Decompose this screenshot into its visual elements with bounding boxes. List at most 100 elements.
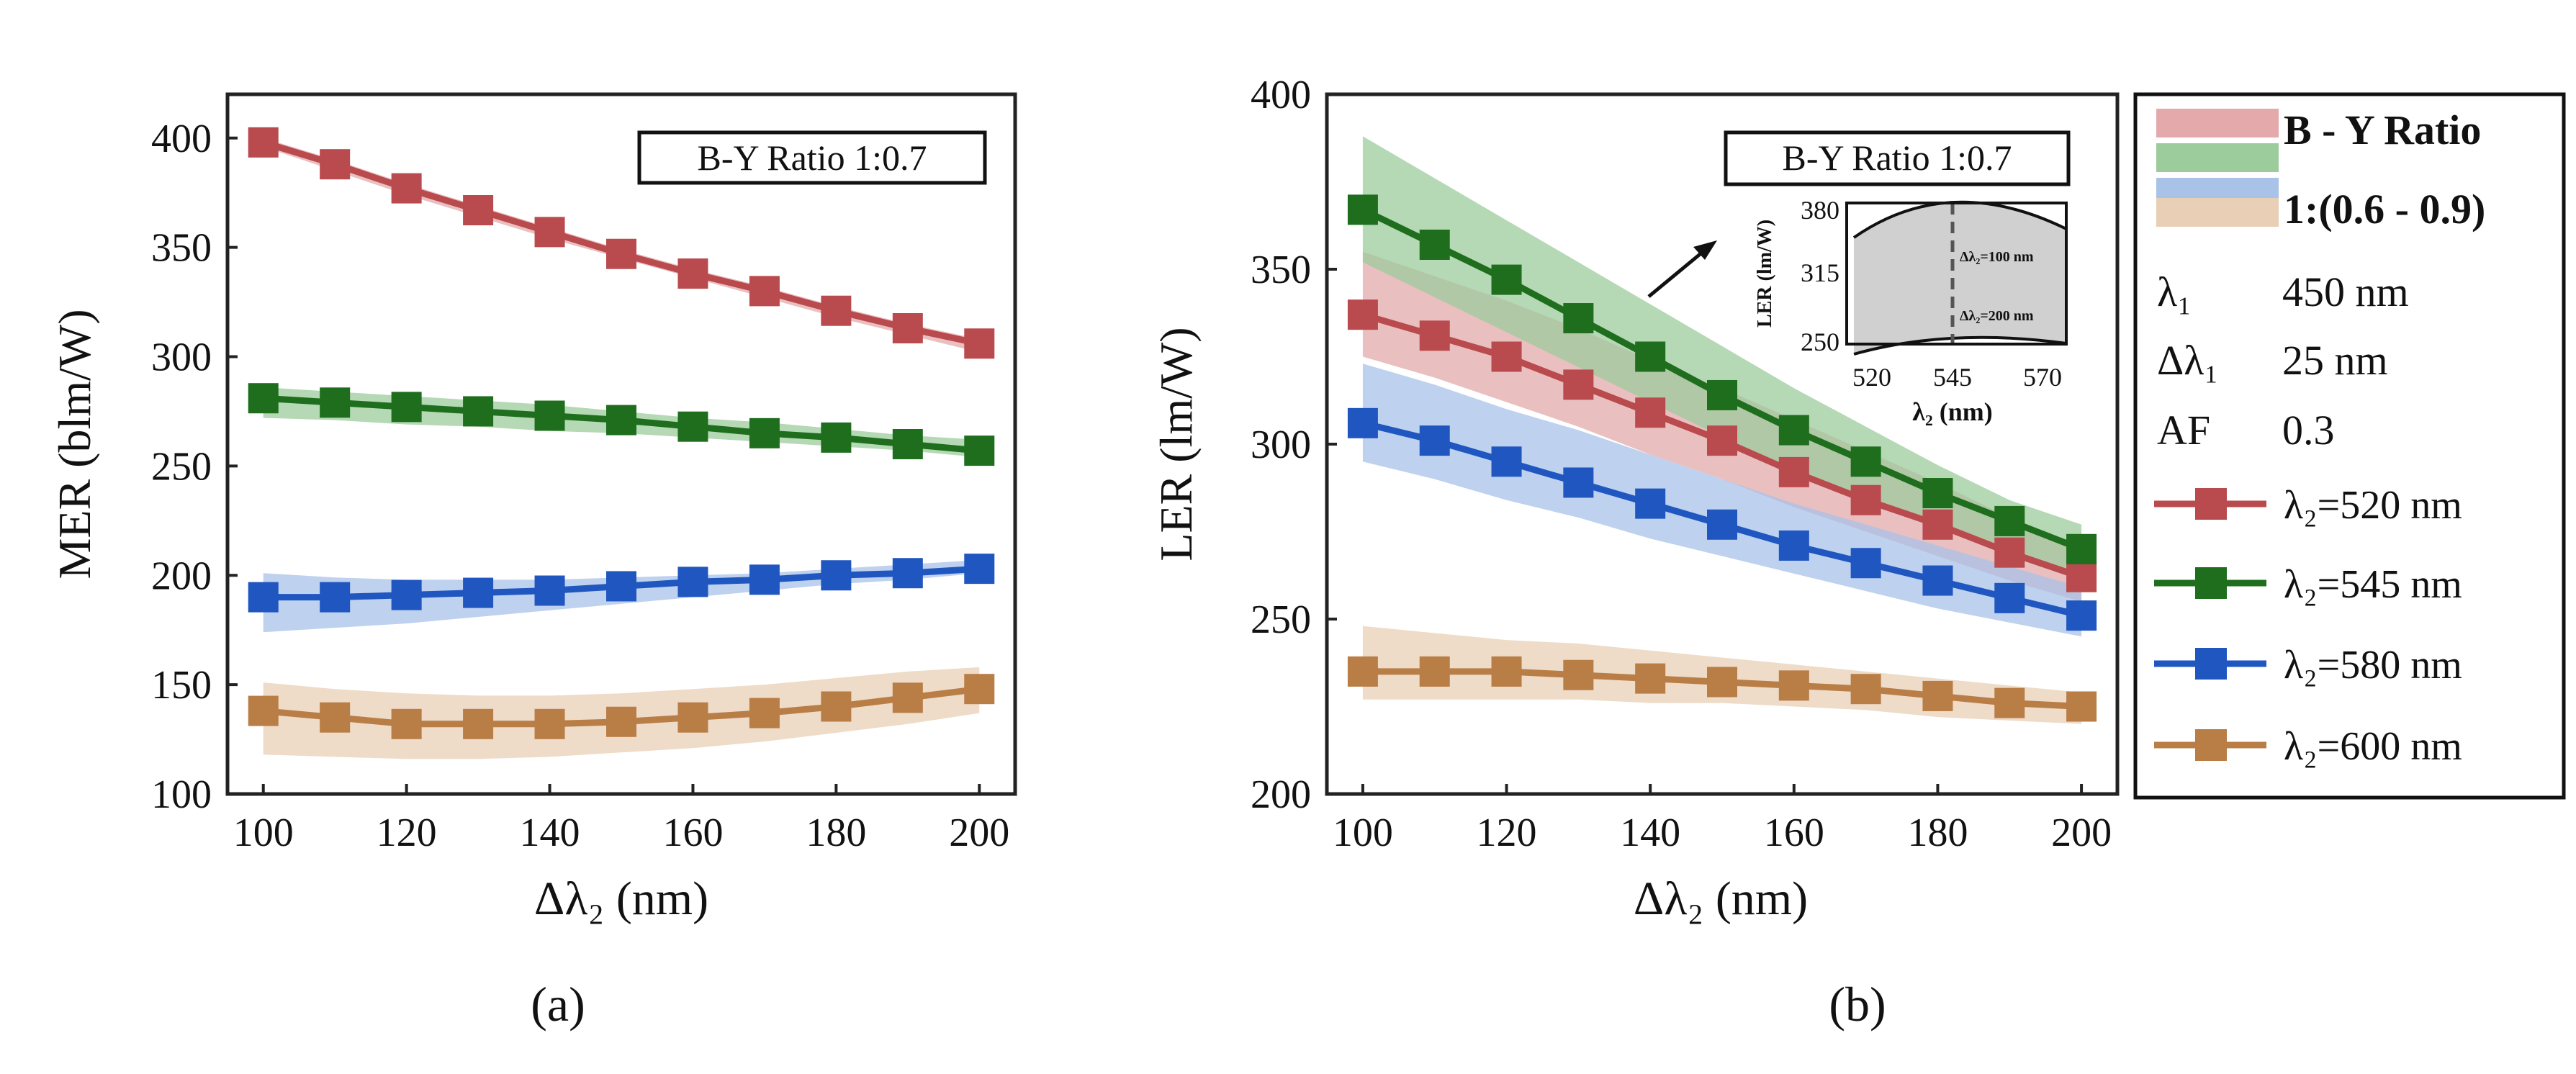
panel-a-point-545-nm-130	[463, 396, 494, 427]
legend-label-545-nm: λ₂=545 nm	[2284, 562, 2462, 607]
panel-b-ytick-350: 350	[1251, 248, 1311, 292]
inset-arrow-head	[1693, 240, 1717, 260]
panel-a-point-600-nm-140	[534, 708, 565, 739]
panel-a-point-545-nm-160	[677, 411, 708, 442]
legend-label-520-nm: λ₂=520 nm	[2284, 483, 2462, 528]
panel-b-point-600-nm-120	[1491, 656, 1522, 687]
panel-a-xtick-180: 180	[806, 811, 866, 855]
panel-b-point-600-nm-150	[1707, 667, 1737, 698]
panel-a-point-600-nm-120	[391, 708, 422, 739]
panel-b-point-545-nm-180	[1922, 478, 1953, 509]
panel-b-point-580-nm-160	[1778, 530, 1809, 561]
panel-a-xtick-140: 140	[520, 811, 580, 855]
panel-a-point-545-nm-150	[606, 405, 636, 436]
inset-ytick-mid: 315	[1801, 258, 1839, 287]
legend-band-green	[2156, 143, 2279, 172]
inset-frame	[1845, 202, 2068, 346]
legend-param-symbol-1: λ₁	[2157, 268, 2192, 315]
panel-a-ytick-350: 350	[151, 226, 212, 271]
panel-b-ytick-200: 200	[1251, 772, 1311, 817]
panel-b-point-545-nm-190	[1994, 505, 2025, 536]
legend-param-value-2: 25 nm	[2282, 337, 2388, 384]
panel-a-point-545-nm-110	[320, 387, 351, 418]
panel-a-point-580-nm-180	[821, 560, 852, 591]
panel-b-ylabel: LER (lm/W)	[1150, 327, 1202, 561]
panel-b-point-600-nm-110	[1419, 656, 1450, 687]
panel-b-point-545-nm-200	[2066, 533, 2097, 564]
inset-area	[1854, 202, 2066, 354]
panel-a-point-520-nm-140	[534, 217, 565, 248]
inset-xtick-right: 570	[2023, 363, 2062, 392]
legend-label-580-nm: λ₂=580 nm	[2284, 643, 2462, 687]
panel-b-point-545-nm-140	[1635, 341, 1666, 372]
panel-b-xtick-140: 140	[1620, 811, 1680, 855]
panel-b-point-580-nm-110	[1419, 425, 1450, 456]
panel-a-xtick-120: 120	[377, 811, 437, 855]
inset-xtick-left: 520	[1852, 363, 1891, 392]
panel-b-point-600-nm-190	[1994, 687, 2025, 718]
panel-b-xlabel: Δλ₂ (nm)	[1634, 872, 1808, 925]
legend-band-title-2: 1:(0.6 - 0.9)	[2284, 186, 2485, 233]
inset-xlabel: λ₂ (nm)	[1912, 397, 1992, 426]
panel-b-xtick-180: 180	[1907, 811, 1968, 855]
panel-a-point-580-nm-190	[892, 558, 923, 589]
inset-lower-curve	[1853, 335, 2067, 356]
panel-a-point-580-nm-200	[964, 554, 995, 585]
panel-b-xtick-120: 120	[1477, 811, 1537, 855]
panel-b-point-545-nm-100	[1347, 194, 1378, 225]
panel-a-bands	[263, 137, 980, 759]
inset-ytick-bottom: 250	[1801, 328, 1839, 356]
legend-marker-545-nm	[2195, 567, 2227, 599]
inset-chart: Δλ₂=100 nm Δλ₂=200 nm 380 315 250 520 54…	[1754, 196, 2068, 426]
panel-b-label: (b)	[1829, 977, 1886, 1032]
panel-b-xtick-160: 160	[1764, 811, 1824, 855]
panel-b: 100 120 140 160 180 200 200 250 300 350 400 B-Y Ra…	[1150, 73, 2120, 1032]
panel-b-point-600-nm-180	[1922, 680, 1953, 711]
panel-a-lines	[248, 127, 995, 739]
panel-b-point-520-nm-190	[1994, 537, 2025, 568]
panel-b-point-545-nm-120	[1491, 264, 1522, 295]
panel-a-point-545-nm-180	[821, 422, 852, 453]
panel-b-point-545-nm-110	[1419, 229, 1450, 260]
inset-ytick-top: 380	[1801, 196, 1839, 225]
legend-param-symbol-3: AF	[2157, 407, 2210, 453]
panel-b-point-520-nm-150	[1707, 425, 1737, 456]
panel-b-point-520-nm-120	[1491, 341, 1522, 372]
panel-b-point-545-nm-170	[1850, 446, 1881, 477]
panel-b-point-580-nm-150	[1707, 509, 1737, 540]
panel-a-ticks: 100 120 140 160 180 200 100 150 200 250 300 350 400	[151, 117, 1009, 855]
panel-a-point-580-nm-110	[320, 582, 351, 613]
panel-a-point-520-nm-130	[463, 194, 494, 225]
panel-a-point-580-nm-160	[677, 567, 708, 597]
panel-a: 100 120 140 160 180 200100150200250300350400 …	[49, 92, 1017, 1032]
panel-a-point-600-nm-190	[892, 682, 923, 713]
panel-a-point-520-nm-110	[320, 149, 351, 180]
panel-a-ytick-300: 300	[151, 335, 212, 380]
inset-label-top: Δλ₂=100 nm	[1960, 249, 2034, 265]
panel-b-point-580-nm-170	[1850, 548, 1881, 579]
panel-b-xtick-200: 200	[2051, 811, 2112, 855]
panel-b-point-520-nm-140	[1635, 397, 1666, 428]
panel-b-point-520-nm-170	[1850, 484, 1881, 515]
panel-a-point-545-nm-100	[248, 383, 279, 414]
panel-a-point-520-nm-100	[248, 127, 279, 158]
panel-b-point-600-nm-200	[2066, 691, 2097, 722]
panel-b-point-580-nm-100	[1347, 407, 1378, 438]
panel-a-point-580-nm-170	[749, 564, 780, 595]
inset-ylabel: LER (lm/W)	[1754, 220, 1776, 328]
legend-param-value-1: 450 nm	[2282, 268, 2409, 315]
panel-b-annotation: B-Y Ratio 1:0.7	[1783, 137, 2012, 178]
panel-a-ytick-100: 100	[151, 772, 212, 817]
legend-marker-580-nm	[2195, 648, 2227, 680]
panel-a-annotation-box	[637, 130, 987, 185]
panel-b-point-580-nm-180	[1922, 565, 1953, 596]
panel-b-point-520-nm-130	[1563, 369, 1594, 400]
panel-a-point-545-nm-170	[749, 418, 780, 448]
panel-b-ytick-300: 300	[1251, 423, 1311, 467]
panel-a-point-600-nm-180	[821, 691, 852, 722]
panel-b-point-600-nm-130	[1563, 659, 1594, 690]
panel-a-point-580-nm-140	[534, 575, 565, 606]
legend: B - Y Ratio 1:(0.6 - 0.9) λ₁ 450 nm Δλ₁ …	[2133, 92, 2566, 800]
inset-arrow	[1647, 251, 1704, 298]
